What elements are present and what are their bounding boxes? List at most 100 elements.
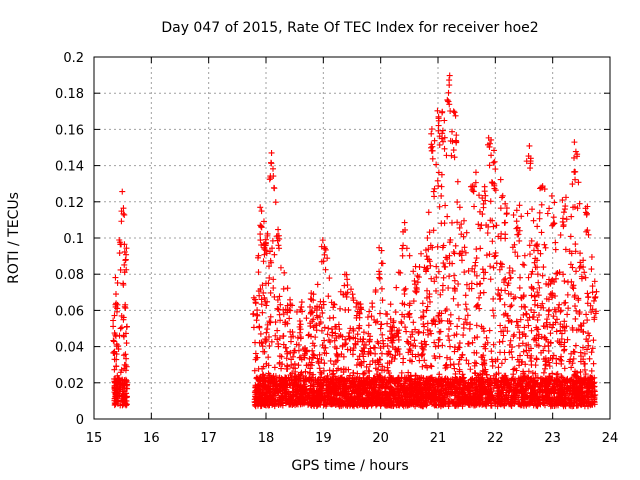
data-point: [548, 395, 555, 402]
data-point: [435, 268, 442, 275]
data-point: [576, 264, 583, 271]
data-point: [343, 293, 350, 300]
data-point: [317, 298, 324, 305]
data-point: [401, 374, 408, 381]
data-point: [276, 335, 283, 342]
data-point: [484, 339, 491, 346]
data-point: [446, 82, 453, 89]
data-point: [591, 314, 598, 321]
data-point: [451, 109, 458, 116]
data-point: [506, 264, 513, 271]
data-point: [446, 273, 453, 280]
data-point: [255, 269, 262, 276]
data-point: [427, 327, 434, 334]
data-point: [111, 366, 118, 373]
data-point: [120, 352, 127, 359]
data-point: [326, 367, 333, 374]
data-point: [279, 399, 286, 406]
data-point: [257, 330, 264, 337]
data-point: [340, 353, 347, 360]
data-point: [120, 205, 127, 212]
data-point: [536, 209, 543, 216]
data-point: [280, 285, 287, 292]
data-point: [435, 182, 442, 189]
data-point: [545, 308, 552, 315]
x-tick-label: 19: [315, 431, 332, 446]
data-point: [572, 399, 579, 406]
data-point: [454, 178, 461, 185]
data-point: [556, 269, 563, 276]
data-point: [461, 391, 468, 398]
data-point: [553, 328, 560, 335]
data-point: [259, 282, 266, 289]
data-point: [353, 314, 360, 321]
data-point: [384, 335, 391, 342]
data-point: [486, 162, 493, 169]
data-point: [254, 311, 261, 318]
data-point: [110, 338, 117, 345]
data-point: [475, 221, 482, 228]
data-point: [467, 376, 474, 383]
data-point: [584, 317, 591, 324]
data-point: [573, 373, 580, 380]
data-point: [435, 384, 442, 391]
data-point: [508, 348, 515, 355]
data-point: [444, 391, 451, 398]
data-point: [411, 387, 418, 394]
data-point: [509, 354, 516, 361]
data-point: [379, 331, 386, 338]
data-point: [534, 302, 541, 309]
data-point: [572, 248, 579, 255]
data-point: [366, 385, 373, 392]
data-point: [593, 288, 600, 295]
data-point: [556, 400, 563, 407]
data-point: [497, 205, 504, 212]
data-point: [262, 240, 269, 247]
data-point: [309, 309, 316, 316]
data-point: [374, 366, 381, 373]
data-point: [401, 290, 408, 297]
data-point: [581, 381, 588, 388]
data-point: [515, 381, 522, 388]
data-point: [447, 362, 454, 369]
data-point: [117, 266, 124, 273]
data-point: [482, 197, 489, 204]
data-point: [419, 300, 426, 307]
data-point: [330, 301, 337, 308]
data-point: [267, 248, 274, 255]
data-point: [526, 142, 533, 149]
data-point: [581, 360, 588, 367]
data-point: [427, 374, 434, 381]
data-point: [376, 268, 383, 275]
data-point: [542, 244, 549, 251]
data-point: [401, 219, 408, 226]
data-point: [252, 401, 259, 408]
data-point: [350, 345, 357, 352]
data-point: [589, 289, 596, 296]
data-point: [439, 342, 446, 349]
data-point: [486, 251, 493, 258]
data-point: [403, 391, 410, 398]
data-point: [121, 261, 128, 268]
data-point: [317, 401, 324, 408]
data-point: [572, 168, 579, 175]
data-point: [444, 256, 451, 263]
data-point: [364, 314, 371, 321]
data-point: [477, 371, 484, 378]
data-point: [433, 274, 440, 281]
data-point: [432, 343, 439, 350]
data-point: [275, 226, 282, 233]
data-point: [417, 379, 424, 386]
data-point: [430, 227, 437, 234]
data-point: [590, 360, 597, 367]
data-point: [588, 384, 595, 391]
data-point: [384, 351, 391, 358]
data-point: [287, 328, 294, 335]
data-point: [469, 339, 476, 346]
data-point: [510, 295, 517, 302]
data-point: [375, 381, 382, 388]
data-point: [490, 159, 497, 166]
data-point: [366, 308, 373, 315]
data-point: [266, 176, 273, 183]
data-point: [506, 317, 513, 324]
